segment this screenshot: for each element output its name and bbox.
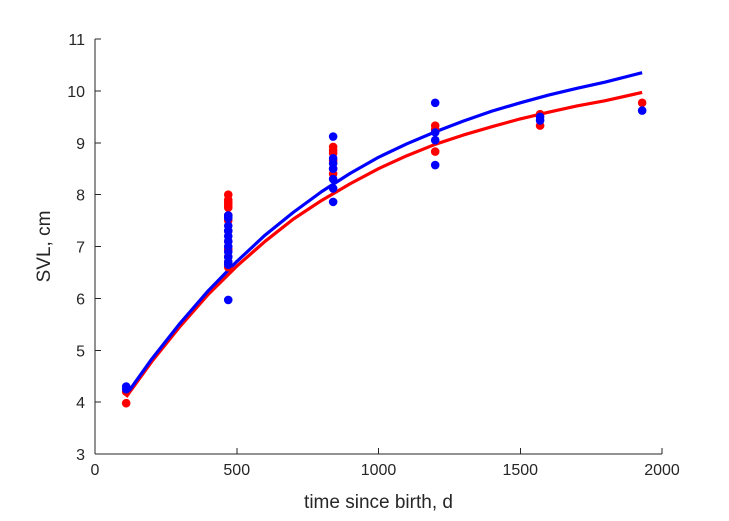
data-point (328, 174, 338, 184)
data-point (121, 384, 131, 394)
y-tick-label: 10 (67, 84, 85, 101)
y-tick-label: 9 (76, 136, 85, 153)
data-point (430, 135, 440, 145)
y-tick-label: 6 (76, 291, 85, 308)
data-point (328, 132, 338, 141)
data-point (328, 164, 338, 173)
x-tick-label: 500 (223, 462, 250, 479)
y-tick-label: 4 (76, 395, 85, 412)
data-point (223, 260, 233, 269)
chart-axes: 0 500 1000 1500 2000 3 4 5 6 7 8 9 10 11 (67, 32, 680, 479)
chart-marks (121, 71, 647, 408)
data-point (223, 203, 233, 212)
data-point (328, 197, 338, 207)
y-axis-label: SVL, cm (34, 211, 55, 283)
x-axis-label: time since birth, d (304, 492, 453, 513)
data-point (430, 128, 440, 137)
data-point (430, 98, 440, 108)
y-tick-label: 8 (76, 188, 85, 205)
y-tick-label: 11 (68, 32, 85, 49)
x-tick-label: 1000 (361, 462, 397, 479)
x-tick-label: 0 (91, 462, 100, 479)
data-point (535, 116, 545, 125)
fit-curve-3 (124, 71, 643, 396)
fit-curve-2 (124, 90, 643, 398)
data-point (121, 398, 131, 408)
data-point (430, 147, 440, 156)
data-point (637, 106, 647, 115)
y-tick-label: 7 (76, 240, 85, 257)
data-point (328, 184, 338, 193)
data-point (223, 295, 233, 305)
x-tick-label: 2000 (644, 462, 680, 479)
data-point (430, 160, 440, 170)
data-point (637, 98, 647, 108)
x-tick-label: 1500 (502, 462, 538, 479)
y-tick-label: 5 (76, 343, 85, 360)
y-tick-label: 3 (76, 447, 85, 464)
data-point (223, 213, 233, 223)
